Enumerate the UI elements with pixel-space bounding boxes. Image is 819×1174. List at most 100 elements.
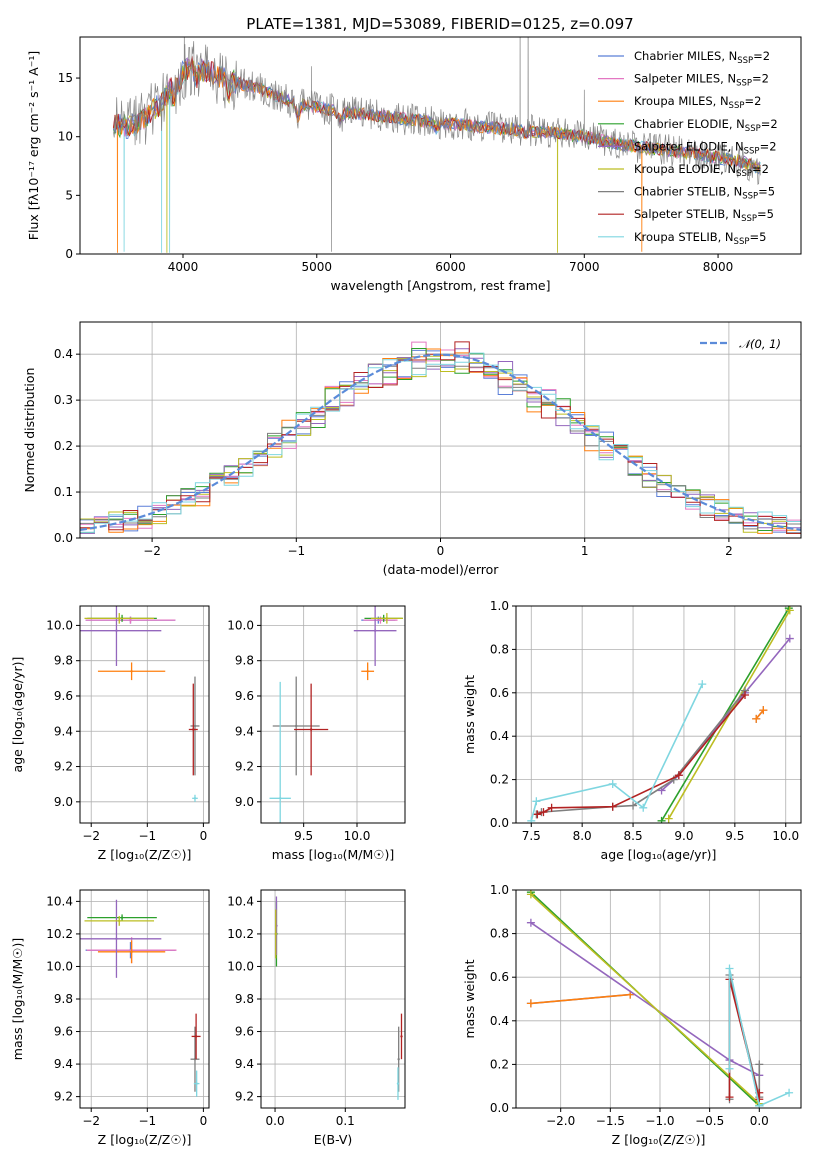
y-tick-label: 10.4 (227, 894, 254, 908)
y-tick-label: 0.0 (490, 1101, 509, 1115)
axes-frame (79, 889, 210, 1109)
plus-marker (725, 1064, 734, 1073)
y-tick-label: 0.2 (490, 773, 509, 787)
error-bar-point-chabrier-stelib (397, 1026, 400, 1092)
y-tick-label: 9.4 (235, 724, 254, 738)
plus-marker (547, 803, 556, 812)
x-tick-label: 1 (581, 544, 589, 558)
error-bar-point-kroupa-miles (97, 662, 166, 681)
y-tick-label: 9.6 (235, 689, 254, 703)
data-point (309, 728, 313, 731)
y-tick-label: 10.2 (46, 927, 73, 941)
weight-series-kroupa-miles (752, 706, 768, 723)
plot-area (269, 606, 403, 823)
y-tick-label: 9.0 (54, 795, 73, 809)
y-tick-label: 9.6 (235, 1025, 254, 1039)
error-bar-point-kroupa-stelib (192, 794, 198, 802)
error-bar-point-kroupa-stelib (193, 1070, 200, 1097)
plus-marker (698, 680, 707, 689)
y-tick-label: 9.8 (54, 992, 73, 1006)
x-axis-label: age [log₁₀(age/yr)] (601, 847, 717, 862)
x-tick-label: −2 (82, 1114, 100, 1128)
y-axis-label: age [log₁₀(age/yr)] (10, 657, 25, 773)
x-tick-label: 0 (437, 544, 445, 558)
error-bar-point-chabrier-elodie (87, 914, 157, 921)
data-point (192, 728, 195, 731)
plus-marker (608, 802, 617, 811)
y-tick-label: 9.0 (235, 795, 254, 809)
series-line (728, 968, 790, 1107)
error-bar-point-salpeter-elodie (353, 606, 397, 666)
plus-marker (755, 1060, 764, 1069)
x-tick-label: 0 (200, 1114, 208, 1128)
plot-area (80, 606, 200, 802)
y-tick-label: 1.0 (490, 599, 509, 613)
data-point (130, 670, 133, 673)
y-tick-label: 9.4 (235, 1057, 254, 1071)
data-point (120, 916, 124, 919)
series-line (755, 709, 764, 720)
data-point (118, 919, 121, 923)
weight-series-kroupa-elodie (526, 890, 764, 1108)
error-bar-point-kroupa-stelib (269, 681, 291, 823)
plot-area (80, 341, 801, 534)
weight-series-salpeter-stelib (533, 690, 750, 819)
x-tick-label: 9.5 (294, 829, 313, 843)
error-bar-point-kroupa-elodie (84, 613, 155, 624)
axes-frame (260, 605, 406, 824)
weight-series-kroupa-stelib (527, 680, 707, 823)
data-point (193, 724, 197, 728)
y-tick-label: 10.0 (46, 959, 73, 973)
error-bar-point-salpeter-stelib (188, 683, 198, 776)
x-tick-label: 9.0 (674, 829, 693, 843)
y-tick-label: 0.8 (490, 927, 509, 941)
residual-legend: 𝒩(0, 1) (700, 337, 781, 351)
y-tick-label: 0.6 (490, 970, 509, 984)
x-axis-label: Z [log₁₀(Z/Z☉)] (612, 1132, 706, 1147)
x-tick-label: 8000 (703, 260, 734, 274)
plus-marker (785, 1088, 794, 1097)
axes-frame (79, 605, 210, 824)
data-point (118, 617, 121, 620)
data-point (295, 724, 298, 728)
y-tick-label: 0.1 (54, 485, 73, 499)
plus-marker (533, 810, 542, 819)
series-line (530, 683, 704, 822)
x-tick-label: 2 (725, 544, 733, 558)
x-tick-label: −1 (287, 544, 305, 558)
x-tick-label: 0 (200, 829, 208, 843)
plot-area (527, 606, 794, 823)
x-tick-label: −1 (138, 1114, 156, 1128)
weight-vs-age-panel: 7.5 8.0 8.5 9.0 9.5 10.0 0.0 0.2 0.4 0.6 0.8 1.0 age… (462, 599, 802, 862)
x-tick-label: 9.5 (725, 829, 744, 843)
histogram-salpeter-stelib (80, 341, 801, 534)
x-tick-label: 0.0 (750, 1114, 769, 1128)
plus-marker (526, 890, 535, 899)
x-tick-label: 8.0 (573, 829, 592, 843)
axes-frame (260, 889, 406, 1109)
y-tick-label: 9.6 (54, 689, 73, 703)
mass-vs-metallicity-panel: −2 −1 0 9.2 9.4 9.6 9.8 10.0 10.2 10.4 Z [log₁₀(Z/… (10, 889, 210, 1147)
plus-marker (527, 816, 536, 823)
y-tick-label: 10.4 (46, 894, 73, 908)
plus-marker (532, 797, 541, 806)
plus-marker (785, 634, 794, 643)
y-tick-label: 9.4 (54, 1057, 73, 1071)
age-vs-metallicity-panel: −2 −1 0 9.0 9.2 9.4 9.6 9.8 10.0 Z [log₁₀(Z/Z☉)] a… (10, 605, 210, 862)
data-point (279, 797, 282, 800)
plus-marker (759, 706, 768, 715)
series-line (530, 893, 760, 1105)
x-axis-label: mass [log₁₀(M/M☉)] (272, 847, 394, 862)
x-tick-label: −1.5 (596, 1114, 625, 1128)
series-line (530, 993, 631, 1005)
axes-frame (79, 321, 802, 539)
series-line (536, 690, 746, 816)
plus-marker (639, 803, 648, 812)
y-tick-label: 9.4 (54, 724, 73, 738)
data-point (385, 617, 389, 620)
normal-curve (80, 353, 801, 531)
data-point (129, 618, 132, 622)
x-axis-label: Z [log₁₀(Z/Z☉)] (98, 1132, 192, 1147)
x-tick-label: −2.0 (546, 1114, 575, 1128)
